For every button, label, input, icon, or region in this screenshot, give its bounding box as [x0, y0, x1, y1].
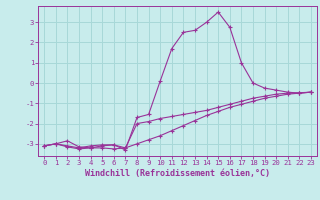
X-axis label: Windchill (Refroidissement éolien,°C): Windchill (Refroidissement éolien,°C): [85, 169, 270, 178]
